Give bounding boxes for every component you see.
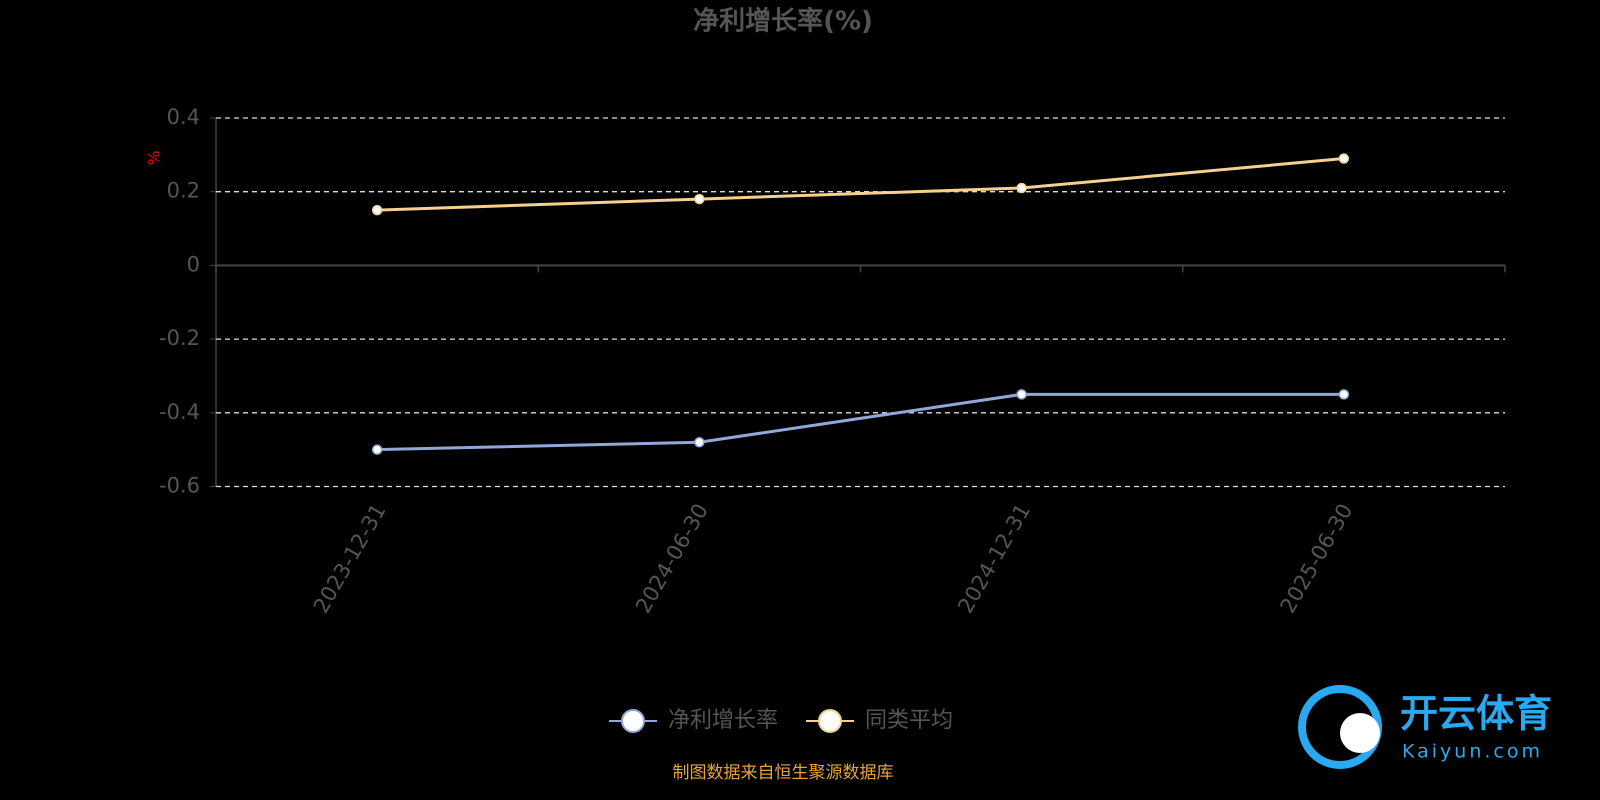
y-tick-label: 0 bbox=[187, 252, 200, 276]
watermark-name: 开云体育 bbox=[1400, 692, 1552, 736]
legend-marker bbox=[818, 709, 842, 733]
series-line bbox=[377, 157, 1345, 212]
y-tick-label: -0.2 bbox=[159, 326, 200, 350]
chart-title: 净利增长率(%) bbox=[693, 6, 873, 37]
data-point bbox=[1016, 389, 1027, 400]
data-point bbox=[694, 193, 705, 205]
legend-label: 净利增长率 bbox=[668, 708, 778, 733]
data-point bbox=[1338, 389, 1350, 400]
x-tick-label: 2024-12-31 bbox=[953, 500, 1035, 618]
data-point bbox=[371, 444, 383, 455]
data-point bbox=[1338, 153, 1350, 164]
y-tick-label: 0.4 bbox=[167, 105, 200, 129]
watermark: 开云体育 Kaiyun.com bbox=[1298, 685, 1552, 769]
logo-ball bbox=[1340, 713, 1380, 753]
y-axis-label: % bbox=[145, 150, 164, 165]
legend-marker bbox=[621, 709, 645, 733]
x-tick-label: 2025-06-30 bbox=[1276, 500, 1358, 618]
y-tick-label: 0.2 bbox=[167, 179, 200, 203]
legend-label: 同类平均 bbox=[865, 708, 953, 733]
y-tick-label: -0.6 bbox=[159, 474, 200, 498]
data-point bbox=[694, 437, 705, 448]
data-point bbox=[1016, 182, 1027, 194]
x-tick-label: 2024-06-30 bbox=[631, 500, 713, 618]
x-tick-label: 2023-12-31 bbox=[309, 500, 391, 618]
source-note: 制图数据来自恒生聚源数据库 bbox=[673, 763, 894, 783]
y-tick-label: -0.4 bbox=[159, 400, 200, 424]
watermark-site: Kaiyun.com bbox=[1402, 741, 1543, 763]
series-line bbox=[377, 392, 1344, 452]
data-point bbox=[371, 204, 383, 216]
